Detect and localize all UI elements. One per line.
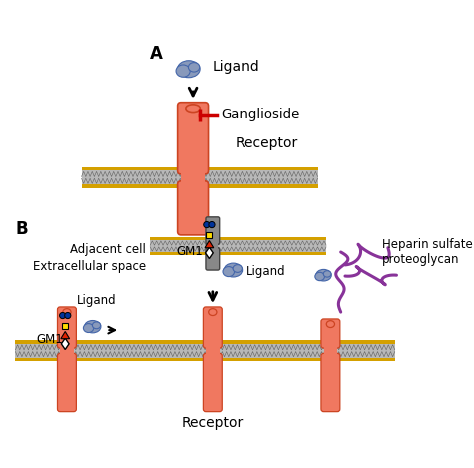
Text: Ganglioside: Ganglioside bbox=[221, 108, 300, 121]
Bar bbox=[62, 323, 68, 329]
Bar bbox=[16, 344, 395, 358]
FancyBboxPatch shape bbox=[203, 353, 222, 412]
FancyBboxPatch shape bbox=[206, 217, 219, 244]
Bar bbox=[82, 170, 318, 184]
FancyBboxPatch shape bbox=[57, 353, 76, 412]
Text: Receptor: Receptor bbox=[236, 136, 298, 150]
Text: Ligand: Ligand bbox=[77, 294, 117, 307]
Ellipse shape bbox=[224, 263, 243, 277]
Text: Ligand: Ligand bbox=[213, 59, 260, 73]
Ellipse shape bbox=[186, 105, 201, 113]
Bar bbox=[206, 232, 212, 239]
Ellipse shape bbox=[63, 309, 71, 315]
Text: Ligand: Ligand bbox=[246, 265, 285, 278]
Bar bbox=[206, 342, 219, 359]
Circle shape bbox=[209, 221, 215, 227]
Bar bbox=[16, 340, 395, 344]
Polygon shape bbox=[205, 241, 214, 248]
FancyBboxPatch shape bbox=[203, 307, 222, 348]
Polygon shape bbox=[61, 331, 70, 339]
FancyBboxPatch shape bbox=[178, 102, 209, 174]
Bar bbox=[208, 239, 218, 253]
Bar bbox=[150, 240, 326, 252]
Ellipse shape bbox=[316, 270, 331, 281]
Ellipse shape bbox=[209, 309, 217, 315]
Ellipse shape bbox=[83, 323, 94, 333]
Text: Heparin sulfate
proteoglycan: Heparin sulfate proteoglycan bbox=[382, 238, 473, 266]
Bar bbox=[181, 167, 205, 188]
FancyBboxPatch shape bbox=[57, 307, 76, 348]
Polygon shape bbox=[206, 247, 213, 258]
Bar bbox=[150, 252, 326, 256]
Text: Receptor: Receptor bbox=[182, 416, 244, 430]
Circle shape bbox=[204, 221, 210, 227]
FancyBboxPatch shape bbox=[206, 248, 219, 270]
Ellipse shape bbox=[92, 322, 100, 329]
FancyBboxPatch shape bbox=[321, 353, 340, 412]
FancyBboxPatch shape bbox=[178, 181, 209, 235]
Circle shape bbox=[65, 313, 71, 319]
Ellipse shape bbox=[223, 267, 235, 277]
Ellipse shape bbox=[177, 61, 200, 78]
Bar bbox=[60, 342, 74, 359]
Text: Extracellular space: Extracellular space bbox=[33, 260, 146, 273]
Ellipse shape bbox=[84, 321, 101, 333]
Text: B: B bbox=[16, 220, 28, 238]
Bar bbox=[16, 358, 395, 361]
FancyBboxPatch shape bbox=[321, 319, 340, 348]
Text: Adjacent cell: Adjacent cell bbox=[70, 243, 146, 256]
Polygon shape bbox=[61, 338, 69, 350]
Bar bbox=[324, 342, 337, 359]
Text: GM1: GM1 bbox=[36, 333, 63, 346]
Circle shape bbox=[60, 313, 66, 319]
Ellipse shape bbox=[233, 264, 242, 272]
Text: A: A bbox=[150, 45, 163, 63]
Bar bbox=[150, 237, 326, 240]
Ellipse shape bbox=[323, 271, 331, 277]
Ellipse shape bbox=[189, 63, 200, 72]
Bar bbox=[82, 167, 318, 170]
Ellipse shape bbox=[326, 321, 335, 328]
Ellipse shape bbox=[176, 65, 190, 77]
Bar bbox=[82, 184, 318, 188]
Ellipse shape bbox=[315, 272, 325, 281]
Text: GM1: GM1 bbox=[177, 245, 203, 258]
